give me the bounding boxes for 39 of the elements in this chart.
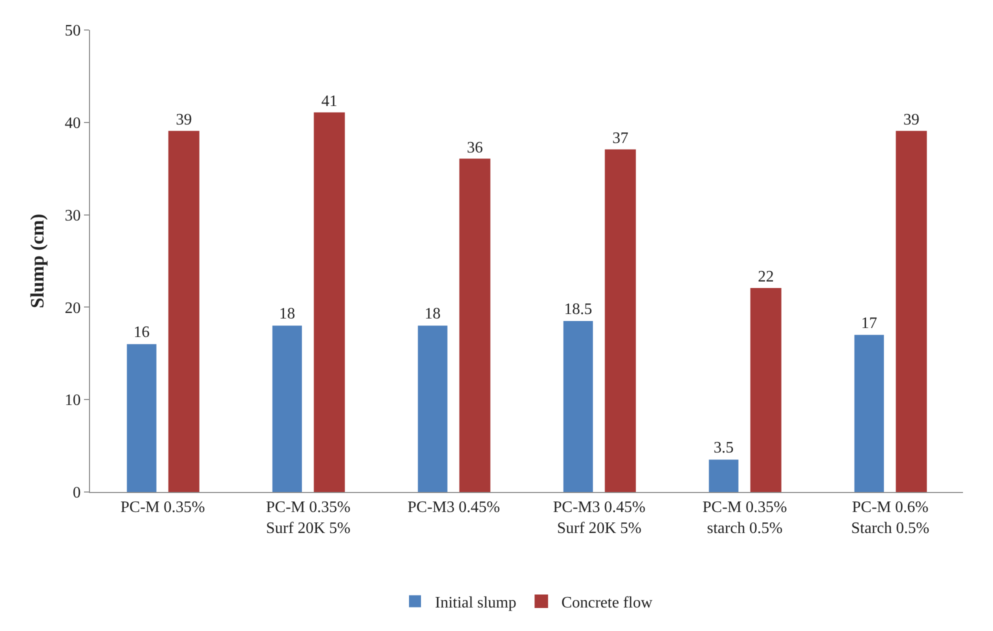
data-label: 18.5 bbox=[564, 301, 592, 318]
data-label: 39 bbox=[903, 112, 920, 129]
y-tick-label: 40 bbox=[64, 115, 81, 132]
y-axis-title: Slump (cm) bbox=[28, 214, 49, 308]
x-tick-label: PC-M3 0.45% Surf 20K 5% bbox=[553, 499, 646, 537]
y-tick-label: 20 bbox=[64, 300, 81, 317]
x-tick-label: PC-M3 0.45% bbox=[408, 499, 500, 516]
data-label: 41 bbox=[321, 93, 338, 110]
y-tick-label: 50 bbox=[64, 22, 81, 40]
bar bbox=[854, 334, 884, 492]
data-label: 22 bbox=[758, 268, 774, 286]
data-label: 3.5 bbox=[714, 440, 734, 457]
bar bbox=[563, 321, 593, 492]
data-label: 16 bbox=[134, 324, 150, 342]
bar bbox=[314, 112, 345, 492]
x-tick-label: PC-M 0.35% bbox=[120, 499, 205, 516]
data-label: 18 bbox=[279, 306, 296, 323]
y-tick-label: 30 bbox=[64, 207, 81, 224]
x-tick-label: PC-M 0.6% Starch 0.5% bbox=[851, 499, 930, 537]
x-tick-label: PC-M 0.35% Surf 20K 5% bbox=[266, 499, 350, 537]
bar bbox=[418, 326, 448, 492]
data-label: 17 bbox=[861, 314, 878, 332]
bar bbox=[896, 130, 927, 492]
legend-label: Concrete flow bbox=[561, 594, 653, 612]
legend-label: Initial slump bbox=[435, 594, 516, 612]
bar bbox=[459, 158, 490, 492]
bar bbox=[126, 344, 156, 492]
data-label: 18 bbox=[424, 306, 441, 323]
data-label: 37 bbox=[612, 130, 628, 148]
x-tick-label: PC-M 0.35% starch 0.5% bbox=[702, 499, 787, 537]
data-label: 36 bbox=[466, 139, 483, 156]
bar bbox=[604, 149, 636, 492]
bar bbox=[272, 326, 302, 492]
y-tick-label: 0 bbox=[72, 484, 81, 502]
bar bbox=[708, 460, 738, 492]
bar bbox=[750, 288, 782, 492]
y-tick-label: 10 bbox=[64, 392, 81, 410]
bar bbox=[168, 130, 200, 492]
data-label: 39 bbox=[176, 112, 192, 129]
